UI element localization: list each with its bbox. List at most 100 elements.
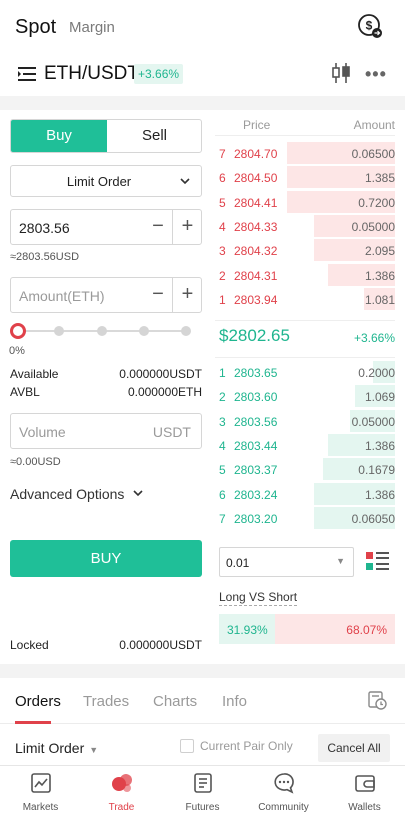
level-amount: 0.06050: [351, 511, 395, 526]
tab-spot[interactable]: Spot: [15, 16, 57, 38]
tab-sell[interactable]: Sell: [141, 127, 167, 144]
nav-label: Trade: [108, 802, 135, 813]
ask-row[interactable]: 6 2804.50 1.385: [215, 166, 395, 189]
orders-filter-value: Limit Order: [15, 740, 85, 756]
bid-row[interactable]: 5 2803.37 0.1679: [215, 458, 395, 481]
level-price: 2803.65: [234, 366, 278, 380]
nav-futures[interactable]: Futures: [162, 770, 243, 813]
buy-sell-toggle: Buy Sell: [10, 119, 202, 153]
nav-community[interactable]: Community: [243, 770, 324, 813]
price-approx-usd: ≈2803.56USD: [10, 251, 80, 263]
bottom-nav: Markets Trade Futures Community Wallets: [0, 765, 405, 816]
ask-row[interactable]: 2 2804.31 1.386: [215, 263, 395, 286]
candlestick-chart-icon[interactable]: [331, 62, 351, 84]
coin-exchange-icon[interactable]: $: [357, 13, 383, 39]
available-row: Available 0.000000USDT: [10, 367, 202, 381]
level-price: 2803.56: [234, 414, 278, 429]
depth-bar: [314, 506, 395, 529]
amount-increase-button[interactable]: +: [172, 278, 202, 312]
long-ratio-fill: [219, 614, 276, 644]
level-price: 2803.20: [234, 511, 278, 526]
order-history-icon[interactable]: [367, 690, 387, 710]
tab-charts[interactable]: Charts: [153, 693, 198, 710]
nav-label: Community: [258, 802, 309, 813]
level-index: 1: [219, 366, 226, 380]
last-price: $2802.65: [219, 326, 290, 345]
slider-percent-label: 0%: [9, 345, 25, 357]
buy-button[interactable]: BUY: [10, 540, 202, 577]
level-index: 7: [219, 147, 226, 161]
tab-buy[interactable]: Buy: [11, 120, 107, 152]
pair-name[interactable]: ETH/USDT: [44, 63, 139, 84]
tab-margin[interactable]: Margin: [69, 19, 115, 36]
tab-trades[interactable]: Trades: [83, 693, 130, 710]
nav-trade[interactable]: Trade: [81, 770, 162, 813]
short-ratio-fill: [275, 614, 395, 644]
long-vs-short-label[interactable]: Long VS Short: [219, 590, 298, 606]
ask-row[interactable]: 5 2804.41 0.7200: [215, 190, 395, 213]
checkbox[interactable]: [180, 739, 194, 753]
active-tab-underline: [15, 721, 51, 724]
level-price: 2803.60: [234, 390, 278, 405]
price-increase-button[interactable]: +: [172, 210, 202, 244]
depth-bar: [287, 142, 395, 164]
slider-handle[interactable]: [10, 323, 26, 339]
volume-input[interactable]: Volume: [19, 424, 66, 440]
available-label: Available: [10, 367, 59, 381]
slider-step-50[interactable]: [97, 326, 107, 336]
more-options-icon[interactable]: •••: [365, 64, 387, 84]
bid-row[interactable]: 2 2803.60 1.069: [215, 385, 395, 408]
ask-row[interactable]: 3 2804.32 2.095: [215, 239, 395, 262]
orderbook-divider: [215, 357, 395, 358]
advanced-options-toggle[interactable]: Advanced Options: [10, 486, 144, 502]
order-type-select[interactable]: Limit Order: [10, 165, 202, 197]
long-short-ratio-bar: 31.93% 68.07%: [219, 614, 395, 644]
depth-bar: [328, 263, 395, 286]
orderbook-view-icon[interactable]: [366, 550, 390, 572]
ask-row[interactable]: 7 2804.70 0.06500: [215, 142, 395, 164]
ask-row[interactable]: 4 2804.33 0.05000: [215, 214, 395, 237]
precision-select[interactable]: 0.01 ▼: [219, 547, 354, 577]
advanced-options-label: Advanced Options: [10, 486, 125, 502]
level-price: 2804.32: [234, 244, 278, 259]
order-type-value: Limit Order: [66, 174, 132, 189]
bid-row[interactable]: 1 2803.65 0.2000: [215, 361, 395, 383]
bid-row[interactable]: 3 2803.56 0.05000: [215, 409, 395, 432]
depth-bar: [287, 166, 395, 189]
level-amount: 0.1679: [358, 463, 395, 478]
tab-info[interactable]: Info: [222, 693, 248, 710]
level-index: 2: [219, 390, 226, 405]
current-pair-only-label: Current Pair Only: [200, 739, 293, 753]
amount-decrease-button[interactable]: −: [152, 283, 164, 305]
depth-bar: [350, 409, 395, 432]
nav-wallets[interactable]: Wallets: [324, 770, 405, 813]
slider-step-25[interactable]: [54, 326, 64, 336]
bid-row[interactable]: 7 2803.20 0.06050: [215, 506, 395, 529]
slider-step-100[interactable]: [181, 326, 191, 336]
price-decrease-button[interactable]: −: [152, 215, 164, 237]
orderbook-header: Price Amount: [215, 118, 395, 132]
slider-step-75[interactable]: [139, 326, 149, 336]
current-pair-only-toggle[interactable]: Current Pair Only: [180, 739, 293, 753]
level-amount: 0.7200: [358, 195, 395, 210]
orderbook-divider: [215, 135, 395, 136]
level-amount: 1.081: [364, 292, 395, 307]
orders-filter-select[interactable]: Limit Order ▼: [15, 740, 98, 756]
ask-row[interactable]: 1 2803.94 1.081: [215, 287, 395, 310]
level-amount: 0.05000: [351, 414, 395, 429]
amount-input[interactable]: Amount(ETH): [19, 288, 105, 304]
chevron-down-icon: [133, 490, 143, 497]
orders-tabs: Orders Trades Charts Info: [0, 680, 405, 724]
level-price: 2803.94: [234, 292, 278, 307]
cancel-all-button[interactable]: Cancel All: [318, 734, 390, 762]
pair-list-icon[interactable]: [18, 66, 36, 82]
amount-percent-slider[interactable]: [10, 323, 191, 339]
tab-orders[interactable]: Orders: [15, 693, 61, 710]
bid-row[interactable]: 6 2803.24 1.386: [215, 482, 395, 505]
depth-bar: [328, 433, 395, 456]
nav-markets[interactable]: Markets: [0, 770, 81, 813]
level-index: 1: [219, 292, 226, 307]
bid-row[interactable]: 4 2803.44 1.386: [215, 433, 395, 456]
price-input[interactable]: 2803.56: [19, 220, 70, 236]
volume-approx-usd: ≈0.00USD: [10, 456, 61, 468]
